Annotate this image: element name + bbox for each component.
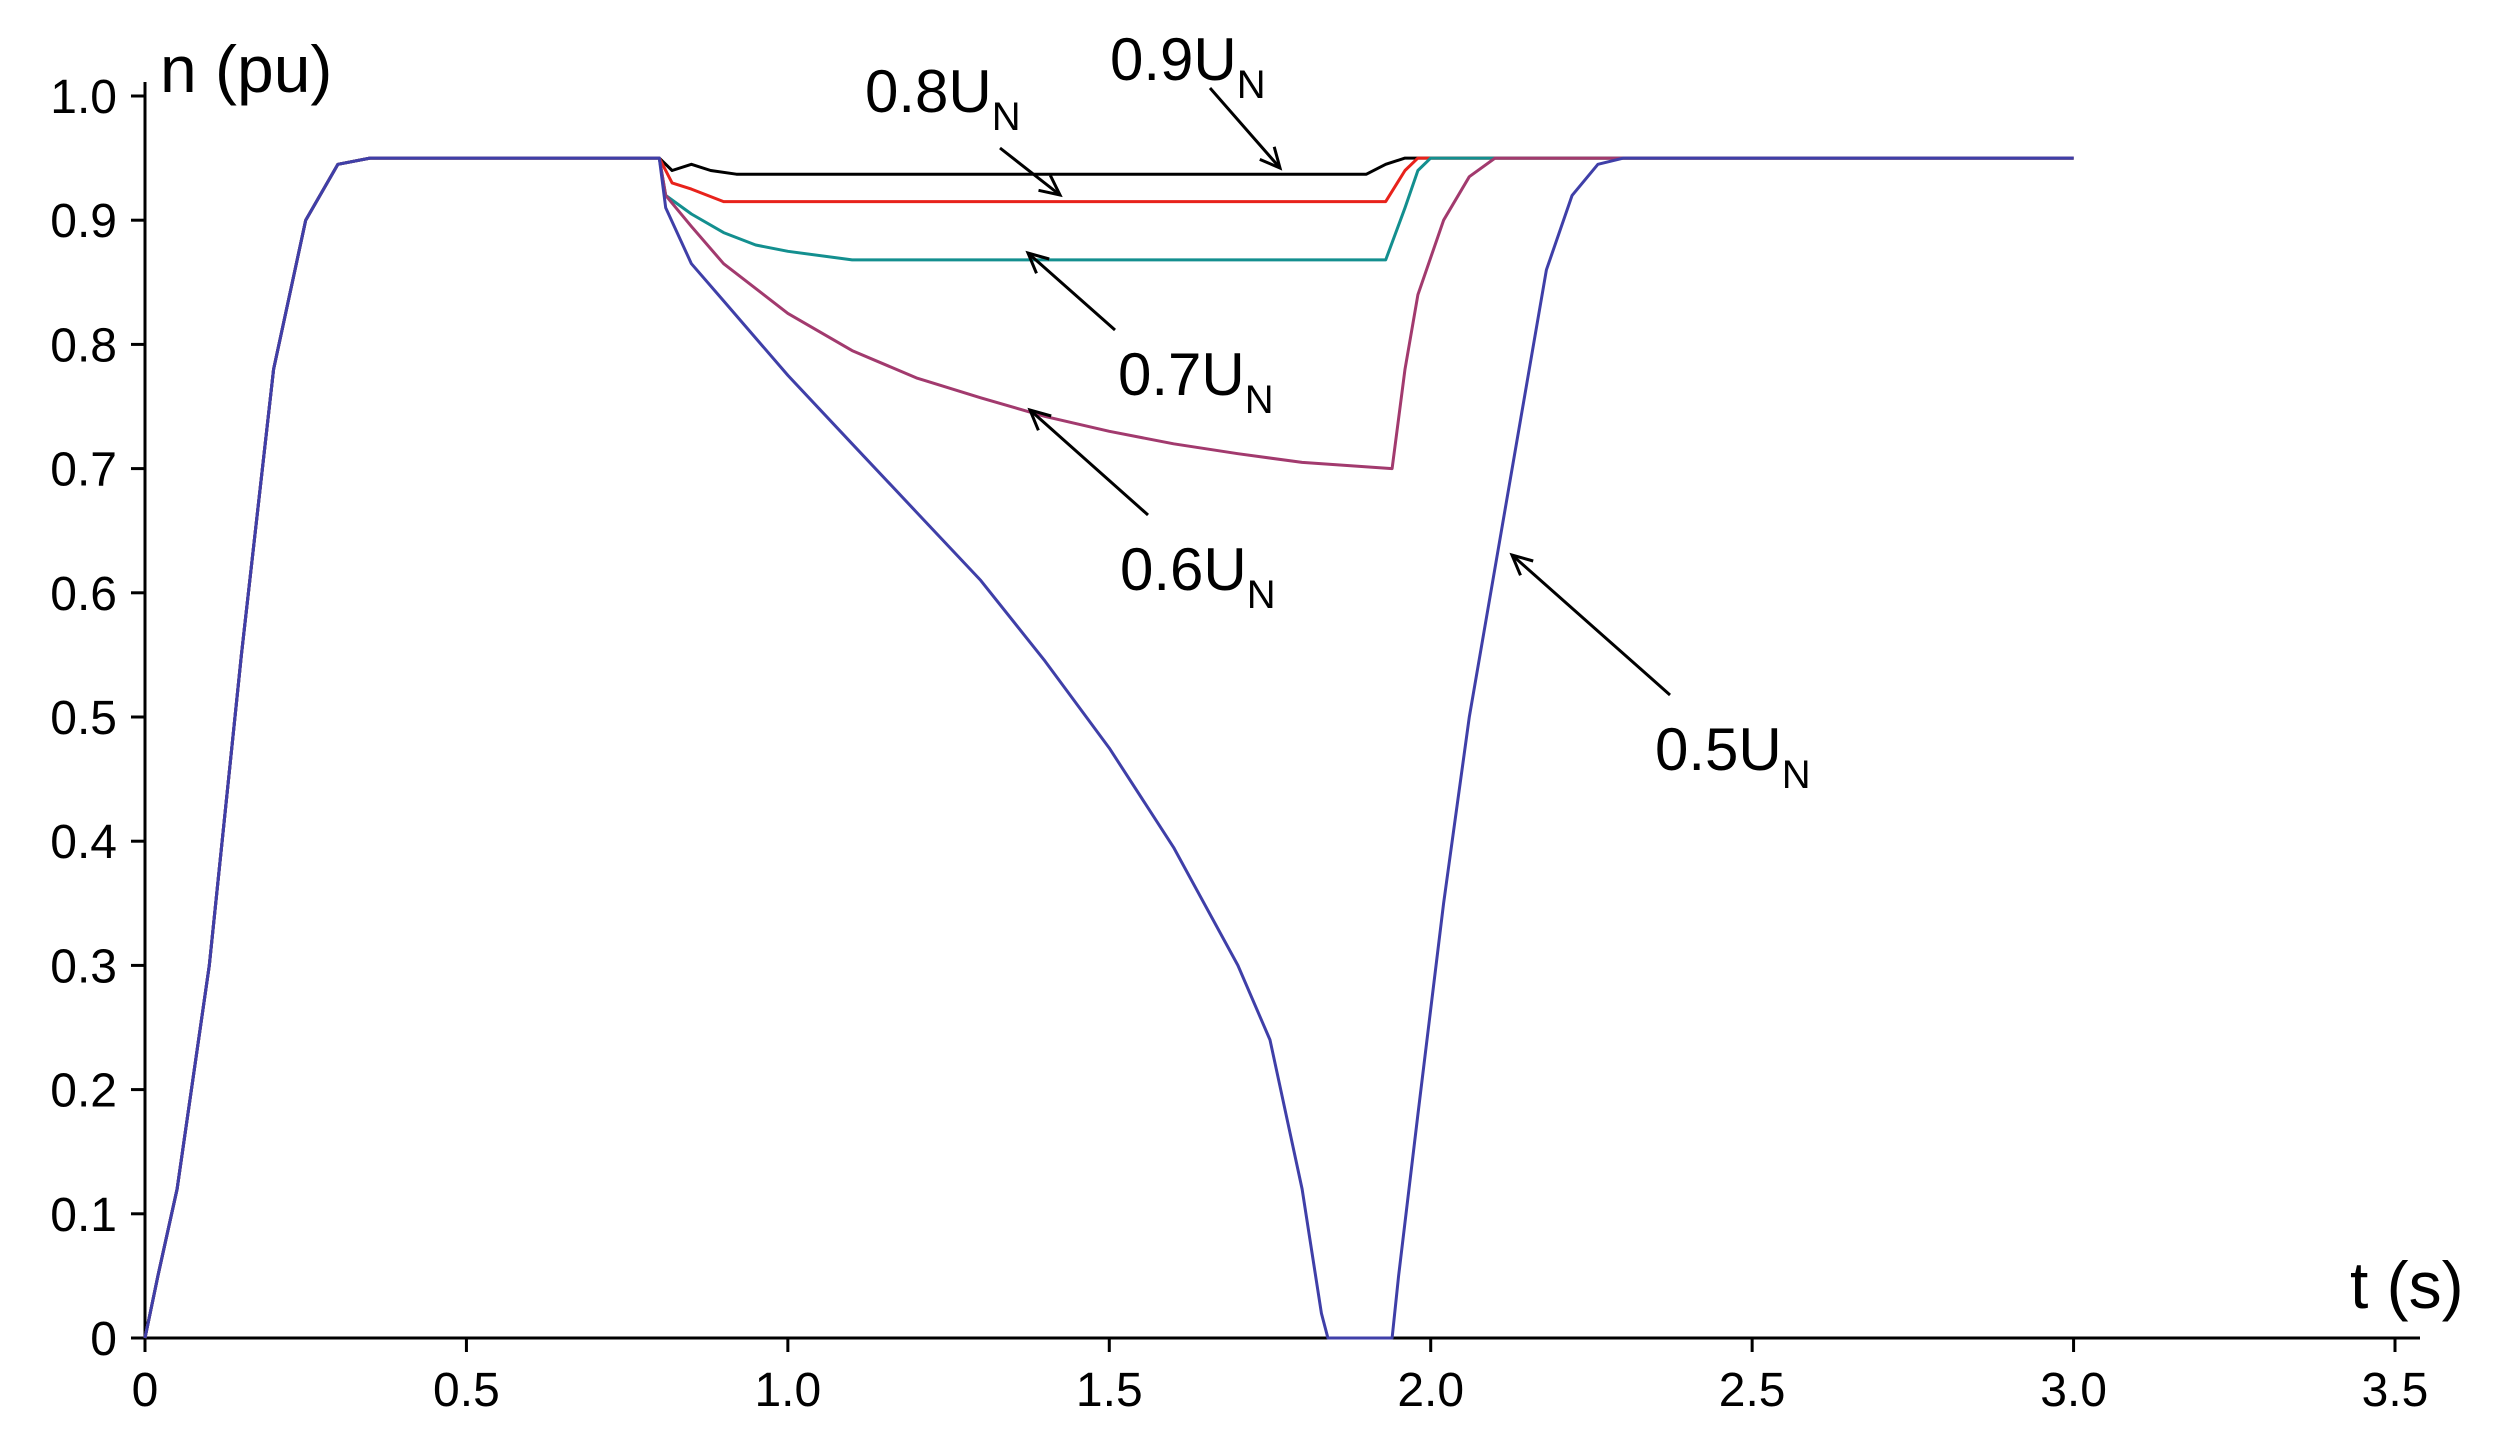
annotation-label: 0.6UN bbox=[1120, 536, 1276, 617]
annotation-arrowhead bbox=[1038, 174, 1063, 198]
y-tick-label: 0.1 bbox=[50, 1189, 117, 1242]
annotation-arrow bbox=[999, 146, 1061, 197]
series-line-4 bbox=[143, 156, 2074, 1340]
annotation-arrowhead bbox=[1027, 407, 1052, 431]
ticks: 0 0.5 1.0 1.5 2.0 2.5 3.0 3.5 0 0.1 0.2 0.3 0.4 0.5 0.… bbox=[50, 71, 2428, 1417]
annotation-label: 0.9UN bbox=[1110, 26, 1266, 107]
annotation-arrowhead bbox=[1509, 552, 1534, 576]
axes bbox=[143, 82, 2420, 1340]
y-axis-title: n (pu) bbox=[160, 32, 332, 106]
x-tick-label: 2.0 bbox=[1397, 1364, 1464, 1417]
y-tick-label: 0.9 bbox=[50, 195, 117, 248]
series-lines bbox=[143, 156, 2074, 1340]
annotation-label: 0.8UN bbox=[865, 58, 1021, 139]
annotation-label: 0.5UN bbox=[1655, 716, 1811, 797]
y-tick-label: 0.6 bbox=[50, 568, 117, 621]
annotation-arrow bbox=[1511, 553, 1671, 697]
annotation-arrowhead bbox=[1259, 146, 1283, 171]
x-axis-title: t (s) bbox=[2350, 1248, 2464, 1322]
y-tick-label: 0.3 bbox=[50, 940, 117, 993]
annotations: 0.9UN 0.8UN 0.7UN 0.6UN 0.5UN bbox=[865, 26, 1811, 797]
annotation-arrow bbox=[1029, 408, 1149, 517]
x-tick-label: 1.0 bbox=[754, 1364, 821, 1417]
x-tick-label: 2.5 bbox=[1719, 1364, 1786, 1417]
y-tick-label: 0.8 bbox=[50, 319, 117, 372]
x-tick-label: 3.0 bbox=[2040, 1364, 2107, 1417]
annotation-label: 0.7UN bbox=[1118, 341, 1274, 422]
y-tick-label: 0 bbox=[90, 1313, 117, 1366]
x-tick-label: 1.5 bbox=[1076, 1364, 1143, 1417]
y-tick-label: 1.0 bbox=[50, 71, 117, 124]
y-tick-label: 0.5 bbox=[50, 692, 117, 745]
x-tick-label: 0 bbox=[132, 1364, 159, 1417]
y-tick-label: 0.2 bbox=[50, 1065, 117, 1118]
x-tick-label: 3.5 bbox=[2362, 1364, 2429, 1417]
x-tick-label: 0.5 bbox=[433, 1364, 500, 1417]
y-tick-label: 0.7 bbox=[50, 444, 117, 497]
annotation-arrow bbox=[1027, 251, 1116, 332]
annotation-arrow bbox=[1208, 87, 1282, 169]
annotation-arrowhead bbox=[1025, 250, 1050, 274]
y-tick-label: 0.4 bbox=[50, 816, 117, 869]
